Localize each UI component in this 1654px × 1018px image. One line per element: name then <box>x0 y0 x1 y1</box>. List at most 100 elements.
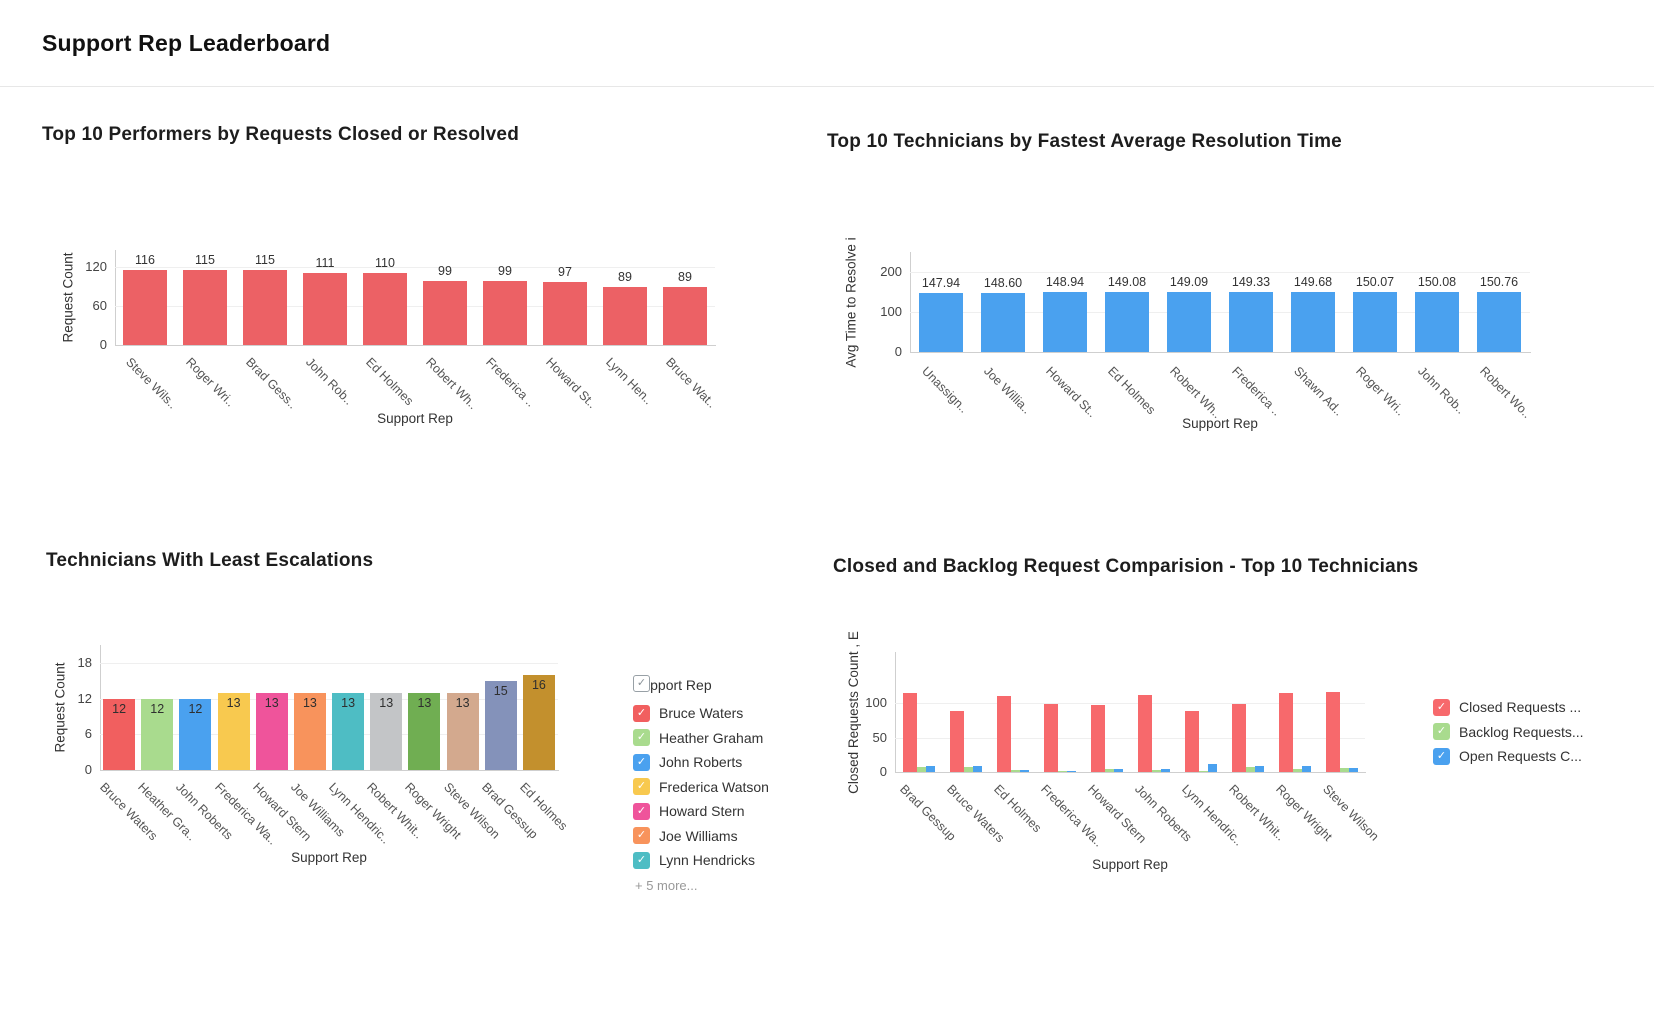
gridline <box>895 737 1365 739</box>
bar[interactable] <box>522 674 555 770</box>
bar[interactable] <box>179 698 212 770</box>
bar-value-label: 150.76 <box>1479 274 1519 289</box>
bar[interactable] <box>1066 770 1076 772</box>
bar[interactable] <box>1104 768 1114 772</box>
legend-label: Support Rep <box>633 677 712 693</box>
bar-value-label: 13 <box>226 695 241 710</box>
bar[interactable] <box>446 692 479 770</box>
x-tick-label: Frederica .. <box>483 355 538 410</box>
bar[interactable] <box>408 692 441 770</box>
bar[interactable] <box>919 292 963 352</box>
bar[interactable] <box>1325 692 1340 772</box>
x-tick-label: Howard St.. <box>1043 364 1100 421</box>
checkbox-icon: ✓ <box>633 802 650 820</box>
chart-title: Technicians With Least Escalations <box>46 550 374 571</box>
bar[interactable] <box>1010 769 1020 772</box>
bar[interactable] <box>1198 770 1208 772</box>
legend-item[interactable]: ✓ Howard Stern <box>633 801 745 821</box>
bar[interactable] <box>141 698 174 770</box>
y-tick-label: 12 <box>77 690 92 706</box>
bar[interactable] <box>1113 769 1123 772</box>
bar[interactable] <box>484 680 517 770</box>
bar[interactable] <box>1245 767 1255 772</box>
bar[interactable] <box>925 766 935 772</box>
legend-item[interactable]: ✓ Closed Requests ... <box>1433 697 1581 717</box>
legend-item[interactable]: ✓ Frederica Watson <box>633 777 769 797</box>
bar[interactable] <box>1151 769 1161 772</box>
bar[interactable] <box>1301 765 1311 772</box>
bar[interactable] <box>1353 291 1397 352</box>
bar[interactable] <box>996 696 1011 772</box>
bar[interactable] <box>1137 695 1152 772</box>
bar-value-label: 115 <box>195 253 215 268</box>
bar-value-label: 13 <box>455 695 470 710</box>
bar[interactable] <box>217 692 250 770</box>
bar[interactable] <box>293 692 326 770</box>
bar[interactable] <box>1254 766 1264 772</box>
checkbox-icon: ✓ <box>633 851 650 869</box>
bar[interactable] <box>963 767 973 772</box>
bar[interactable] <box>603 287 647 345</box>
chart-top-performers: Top 10 Performers by Requests Closed or … <box>42 118 787 478</box>
bar[interactable] <box>303 272 347 345</box>
bar[interactable] <box>1043 703 1058 772</box>
legend-item[interactable]: ✓ Open Requests C... <box>1433 746 1582 766</box>
bar[interactable] <box>1415 291 1459 352</box>
gridline <box>895 703 1365 705</box>
checkbox-icon: ✓ <box>633 827 650 844</box>
bar[interactable] <box>972 765 982 772</box>
bar[interactable] <box>1057 770 1067 772</box>
bar[interactable] <box>1207 764 1217 772</box>
y-tick-label: 50 <box>872 729 887 745</box>
legend-label: John Roberts <box>659 754 743 770</box>
bar[interactable] <box>1160 769 1170 772</box>
bar[interactable] <box>981 292 1025 352</box>
legend-item[interactable]: ✓ Lynn Hendricks <box>633 850 755 870</box>
bar[interactable] <box>949 710 964 772</box>
bar[interactable] <box>1292 769 1302 772</box>
checkbox-icon: ✓ <box>633 675 650 692</box>
bar[interactable] <box>255 692 288 770</box>
bar-value-label: 12 <box>188 701 203 716</box>
bar[interactable] <box>1229 292 1273 352</box>
bar[interactable] <box>1231 703 1246 772</box>
bar[interactable] <box>1477 291 1521 352</box>
bar[interactable] <box>1105 292 1149 352</box>
bar[interactable] <box>543 281 587 345</box>
bar[interactable] <box>183 270 227 345</box>
bar[interactable] <box>1184 710 1199 772</box>
bar[interactable] <box>1167 292 1211 352</box>
legend-item[interactable]: ✓ Bruce Waters <box>633 703 743 723</box>
bar[interactable] <box>1348 767 1358 772</box>
bar[interactable] <box>1090 705 1105 772</box>
bar[interactable] <box>483 280 527 345</box>
bar[interactable] <box>1043 292 1087 352</box>
bar[interactable] <box>332 692 365 770</box>
legend-label: Closed Requests ... <box>1459 699 1582 715</box>
legend-more[interactable]: + 5 more... <box>635 877 698 893</box>
bar[interactable] <box>103 698 136 770</box>
x-tick-label: Steve Wils.. <box>123 355 180 412</box>
bar[interactable] <box>243 270 287 345</box>
legend-header-item[interactable]: ✓ Support Rep <box>633 675 712 695</box>
checkbox-icon: ✓ <box>633 704 650 722</box>
bar[interactable] <box>370 692 403 770</box>
legend-item[interactable]: ✓ Heather Graham <box>633 728 763 748</box>
bar[interactable] <box>1019 769 1029 772</box>
bar[interactable] <box>1339 767 1349 772</box>
bar[interactable] <box>423 280 467 345</box>
legend-item[interactable]: ✓ Joe Williams <box>633 826 738 846</box>
bar[interactable] <box>916 767 926 772</box>
y-axis-title-text: Avg Time to Resolve i <box>843 236 859 368</box>
bar[interactable] <box>902 692 917 772</box>
y-axis-title: Request Count <box>52 645 68 770</box>
bar[interactable] <box>123 269 167 345</box>
bar[interactable] <box>663 287 707 345</box>
chart-closed-backlog-comparison: Closed and Backlog Request Comparision -… <box>833 545 1648 985</box>
bar[interactable] <box>1278 692 1293 772</box>
legend-item[interactable]: ✓ John Roberts <box>633 752 742 772</box>
bar[interactable] <box>363 273 407 345</box>
bar[interactable] <box>1291 292 1335 352</box>
legend-item[interactable]: ✓ Backlog Requests... <box>1433 722 1584 742</box>
bar-value-label: 110 <box>375 256 395 271</box>
